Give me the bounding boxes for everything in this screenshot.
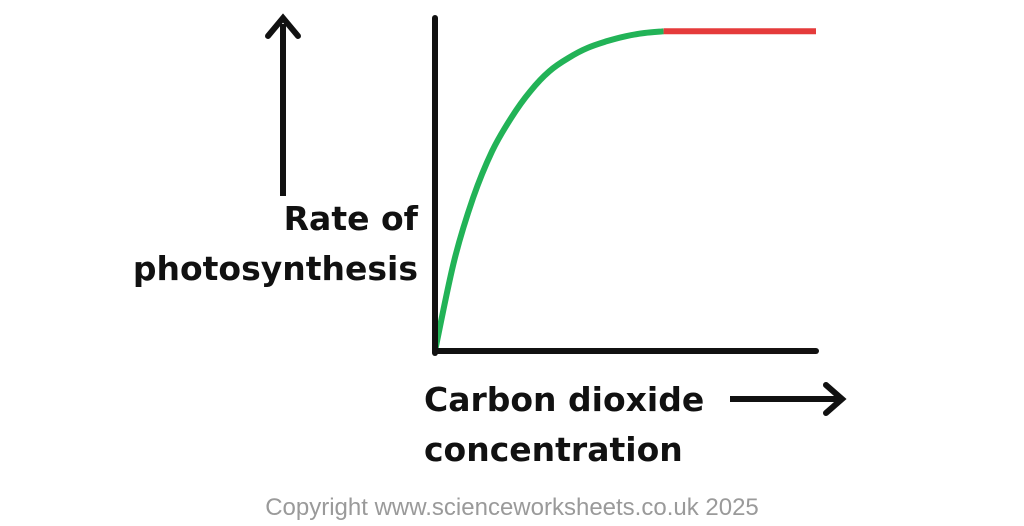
- y-axis-label: Rate of photosynthesis: [133, 194, 418, 294]
- y-direction-arrow: [265, 13, 301, 196]
- x-axis-label: Carbon dioxide concentration: [424, 375, 704, 475]
- plot-lines: [432, 28, 816, 352]
- x-direction-arrow: [730, 382, 847, 416]
- series-line-1: [432, 28, 664, 352]
- x-axis-label-line-2: concentration: [424, 430, 683, 469]
- copyright-notice: Copyright www.scienceworksheets.co.uk 20…: [265, 494, 759, 521]
- y-axis-label-line-2: photosynthesis: [132, 249, 418, 288]
- x-axis-label-line-1: Carbon dioxide: [424, 380, 705, 419]
- y-axis-label-line-1: Rate of: [283, 199, 418, 238]
